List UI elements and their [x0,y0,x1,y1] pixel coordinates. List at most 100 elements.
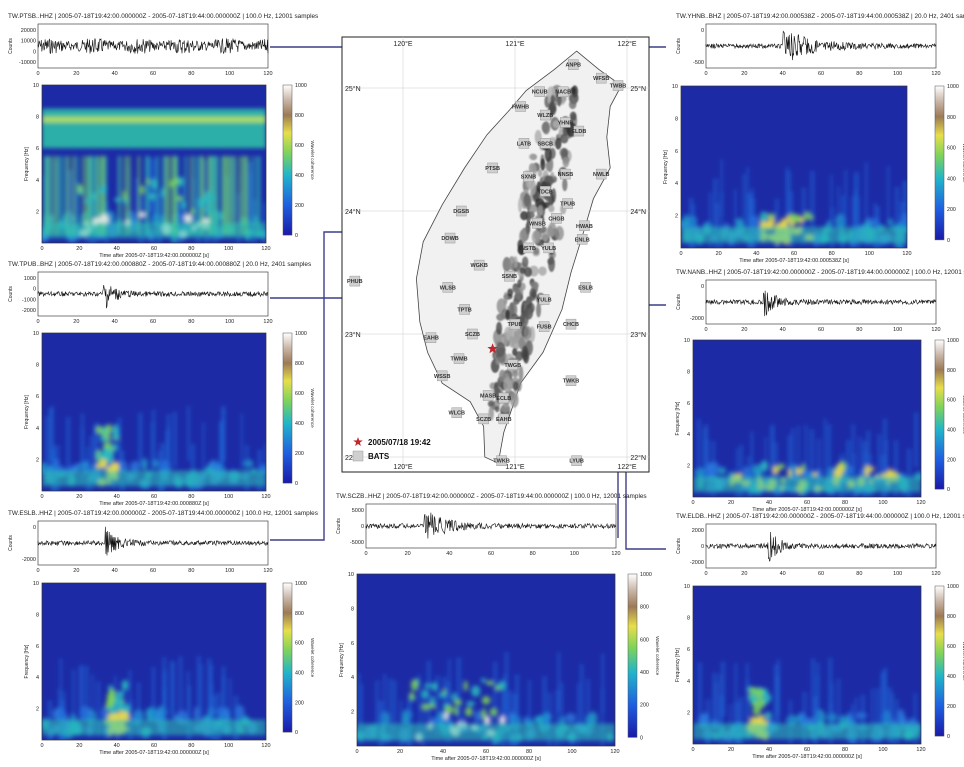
trace-ytick: 0 [701,544,704,550]
coherence-streak [809,429,814,485]
coherence-streak [178,196,181,243]
time-tick: 100 [878,747,887,753]
station-label: DOWB [441,236,458,242]
station-marker [453,353,465,364]
burst-blob [121,679,129,691]
burst-blob [801,463,806,472]
time-tick: 40 [114,743,120,749]
latitude-label-right: 24°N [630,208,646,216]
terrain-shade [527,211,535,219]
coherence-streak [785,167,789,224]
coherence-streak [48,156,52,236]
time-tick: 80 [842,500,848,506]
time-tick: 120 [261,494,270,500]
coherence-streak [166,413,171,470]
waveform-line [37,284,269,309]
coherence-streak [93,425,97,482]
station-label: LATB [517,141,531,147]
coherence-streak [837,186,840,243]
coherence-streak [831,682,834,738]
station-marker [539,109,551,121]
longitude-label-top: 120°E [393,40,412,48]
freq-tick: 8 [36,115,39,121]
coherence-streak [775,198,779,248]
legend-station-label: BATS [368,452,390,461]
longitude-label-top: 121°E [505,40,524,48]
colorbar-tick: 800 [947,115,956,121]
time-tick: 60 [804,747,810,753]
coherence-streak [72,669,75,725]
coherence-streak [209,664,213,720]
station-marker [532,218,543,229]
coherence-streak [718,674,721,730]
station-marker [534,86,545,97]
freq-tick: 4 [351,675,354,681]
colorbar-tick: 200 [295,203,304,209]
spectrogram: 10 8 6 4 2 Frequency [Hz] 0 20 40 60 80 100 120 Time … [24,83,315,259]
terrain-shade [569,111,577,122]
coherence-streak [858,436,862,492]
trace-xtick: 120 [263,568,272,574]
colorbar-tick: 600 [947,146,956,152]
legend-event-label: 2005/07/18 19:42 [368,438,431,447]
coherence-streak [435,675,440,736]
colorbar-tick: 400 [947,427,956,433]
station-marker [504,270,515,282]
coherence-streak [787,435,791,491]
freq-tick: 10 [348,572,354,578]
terrain-shade [529,287,537,301]
burst-blob [756,697,765,710]
coherence-streak [170,660,174,716]
trace-ylabel: Counts [8,38,14,54]
time-tick: 0 [355,749,358,755]
station-marker [496,455,507,466]
burst-blob [100,184,108,191]
colorbar-tick: 800 [947,368,956,374]
coherence-streak [408,695,412,746]
coherence-streak [914,412,919,468]
coherence-blob [71,464,79,472]
latitude-label-left: 25°N [345,85,361,93]
coherence-streak [748,193,753,248]
time-tick: 100 [878,500,887,506]
terrain-shade [562,178,568,192]
terrain-shade [498,369,506,382]
burst-blob [423,683,432,688]
burst-blob [749,694,759,705]
terrain-shade [508,327,514,337]
station-marker [467,328,478,340]
coherence-streak [846,439,851,495]
burst-blob [867,466,875,472]
burst-blob [484,715,491,725]
waveform-line [37,38,269,55]
coherence-streak [697,419,701,475]
burst-blob [421,703,430,711]
coherence-streak [706,699,710,744]
burst-blob [98,189,107,194]
coherence-streak [58,688,62,740]
station-marker [473,259,485,271]
burst-blob [792,213,801,223]
coherence-streak [137,156,141,236]
station-marker [579,220,590,232]
trace-title: TW.ESLB..HHZ | 2005-07-18T19:42:00.00000… [8,510,318,517]
coherence-streak [851,196,855,248]
station-label: WLCB [449,411,466,417]
colorbar-tick: 800 [640,605,649,611]
terrain-shade [518,365,524,382]
coherence-streak [711,441,715,497]
coherence-streak [853,189,857,246]
coherence-streak [791,428,795,484]
time-tick: 20 [76,246,82,252]
burst-blob [107,699,112,707]
trace-ytick: -2000 [690,316,704,322]
station-marker [444,232,456,244]
colorbar-label: Wavelet coherence [310,140,315,180]
station-label: EAHB [423,336,439,342]
trace-xtick: 120 [611,551,620,557]
trace-xtick: 60 [818,71,824,77]
station-marker [509,318,521,330]
coherence-streak [118,156,121,236]
terrain-shade [562,156,570,168]
colorbar-tick: 800 [295,113,304,119]
